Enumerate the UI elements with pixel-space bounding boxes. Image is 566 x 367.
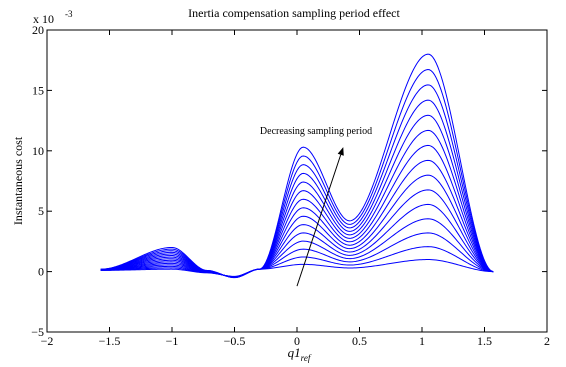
x-tick-label: 0.5 [352, 334, 367, 348]
series-line [100, 246, 494, 278]
x-axis-label: q1ref [288, 345, 312, 363]
x-tick-label: 1 [419, 334, 425, 348]
annotation-arrow: Decreasing sampling period [260, 126, 372, 287]
y-multiplier-exponent: -3 [65, 9, 73, 19]
x-tick-label: −0.5 [224, 334, 246, 348]
annotation-text: Decreasing sampling period [260, 126, 372, 137]
y-multiplier-base: x 10 [33, 12, 54, 26]
series-line [100, 232, 494, 278]
series-curves [100, 53, 494, 279]
x-tick-label: −1.5 [99, 334, 121, 348]
y-tick-label: 20 [32, 23, 44, 37]
chart-title: Inertia compensation sampling period eff… [188, 6, 400, 20]
y-tick-label: 5 [38, 204, 44, 218]
y-axis-ticks: −5 0 5 10 15 20 [31, 23, 547, 339]
x-axis-ticks: −2 −1.5 −1 −0.5 0 0.5 1 1.5 2 [41, 30, 550, 348]
x-tick-label: −2 [41, 334, 54, 348]
y-axis-multiplier: x 10 -3 [33, 9, 73, 26]
y-tick-label: 15 [32, 83, 44, 97]
series-line [100, 114, 494, 278]
x-tick-label: 2 [544, 334, 550, 348]
series-line [100, 53, 494, 279]
y-tick-label: −5 [31, 325, 44, 339]
x-tick-label: −1 [166, 334, 179, 348]
series-line [100, 189, 494, 278]
x-tick-label: 0 [294, 334, 300, 348]
x-axis-label-main: q1 [288, 345, 301, 360]
series-line [100, 99, 494, 278]
y-tick-label: 10 [32, 144, 44, 158]
series-line [100, 69, 494, 279]
series-line [100, 174, 494, 278]
annotation-arrow-line [296, 154, 342, 287]
series-line [100, 203, 494, 278]
series-line [100, 218, 494, 278]
series-line [100, 144, 494, 278]
series-line [100, 159, 494, 278]
series-line [100, 84, 494, 278]
x-axis-label-subscript: ref [301, 353, 312, 363]
plot-area [46, 29, 548, 333]
x-tick-label: 1.5 [477, 334, 492, 348]
y-axis-label: Instantaneous cost [11, 136, 25, 225]
series-line [100, 259, 494, 277]
annotation-arrow-head [337, 147, 344, 156]
y-tick-label: 0 [38, 265, 44, 279]
series-line [100, 129, 494, 278]
